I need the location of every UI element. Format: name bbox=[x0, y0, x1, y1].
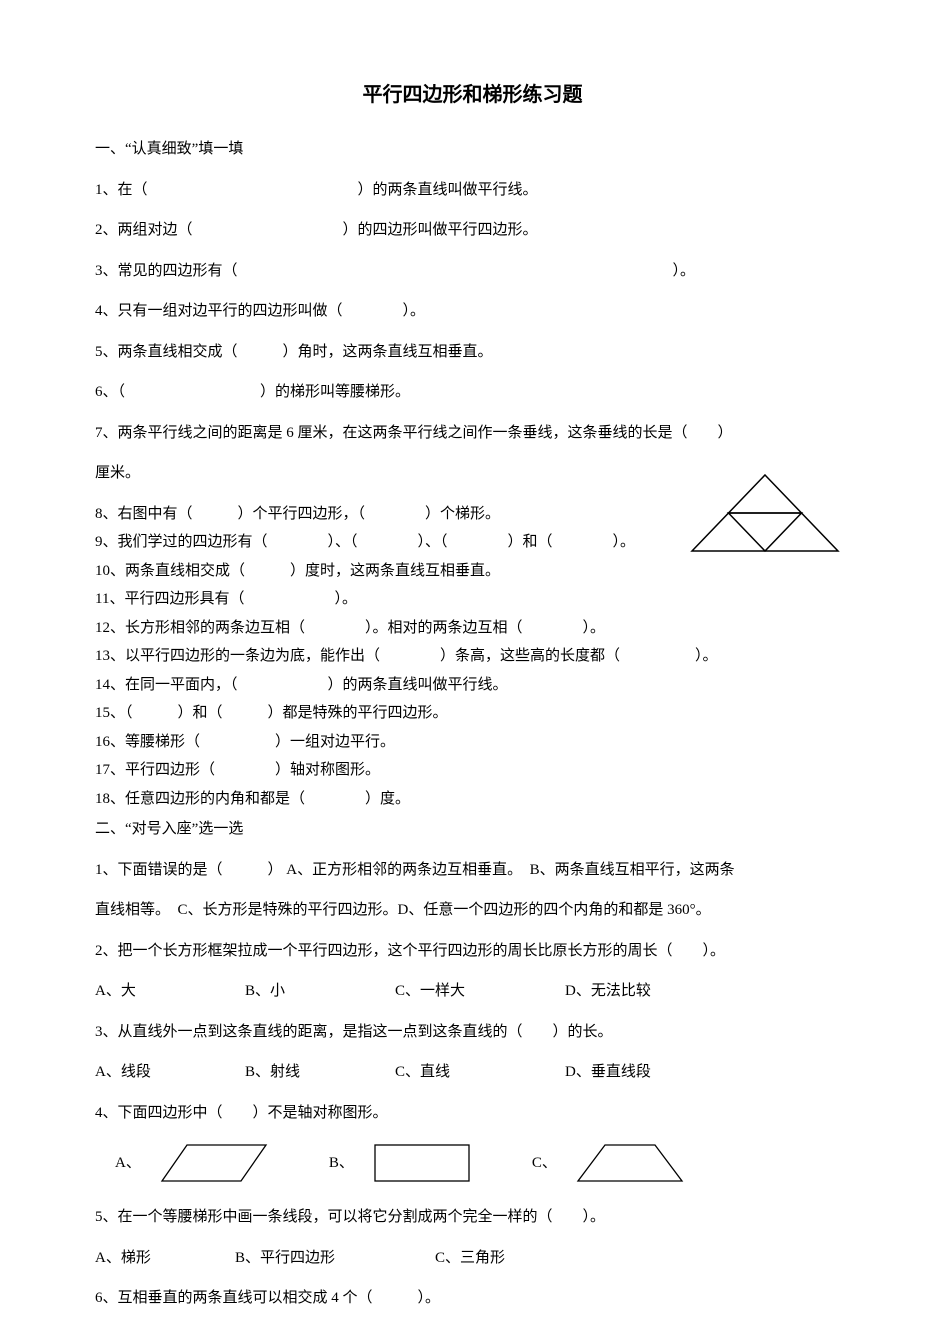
page-title: 平行四边形和梯形练习题 bbox=[95, 80, 850, 110]
s2-q4-label-a: A、 bbox=[115, 1152, 141, 1175]
section2-header: 二、“对号入座”选一选 bbox=[95, 818, 850, 841]
s1-q12: 12、长方形相邻的两条边互相（ ）。相对的两条边互相（ ）。 bbox=[95, 617, 850, 640]
s2-q2-opt-a: A、大 bbox=[95, 980, 245, 1003]
s2-q5-options: A、梯形 B、平行四边形 C、三角形 bbox=[95, 1247, 850, 1270]
s2-q6: 6、互相垂直的两条直线可以相交成 4 个（ ）。 bbox=[95, 1287, 850, 1310]
s1-q17: 17、平行四边形（ ）轴对称图形。 bbox=[95, 759, 850, 782]
parallelogram-shape bbox=[159, 1142, 269, 1184]
s1-q14: 14、在同一平面内，（ ）的两条直线叫做平行线。 bbox=[95, 674, 850, 697]
s2-q4-label-c: C、 bbox=[532, 1152, 557, 1175]
s1-q3: 3、常见的四边形有（ ）。 bbox=[95, 260, 850, 283]
s2-q5-opt-b: B、平行四边形 bbox=[235, 1247, 435, 1270]
s1-q6: 6、（ ）的梯形叫等腰梯形。 bbox=[95, 381, 850, 404]
s2-q4: 4、下面四边形中（ ）不是轴对称图形。 bbox=[95, 1102, 850, 1125]
s1-q13: 13、以平行四边形的一条边为底，能作出（ ）条高，这些高的长度都（ ）。 bbox=[95, 645, 850, 668]
rectangle-shape bbox=[372, 1142, 472, 1184]
s2-q3-opt-a: A、线段 bbox=[95, 1061, 245, 1084]
s1-q15: 15、（ ）和（ ）都是特殊的平行四边形。 bbox=[95, 702, 850, 725]
s1-q1: 1、在（ ）的两条直线叫做平行线。 bbox=[95, 179, 850, 202]
s1-q11: 11、平行四边形具有（ ）。 bbox=[95, 588, 850, 611]
s2-q2-opt-b: B、小 bbox=[245, 980, 395, 1003]
s2-q2: 2、把一个长方形框架拉成一个平行四边形，这个平行四边形的周长比原长方形的周长（ … bbox=[95, 940, 850, 963]
s2-q3-options: A、线段 B、射线 C、直线 D、垂直线段 bbox=[95, 1061, 850, 1084]
s2-q3: 3、从直线外一点到这条直线的距离，是指这一点到这条直线的（ ）的长。 bbox=[95, 1021, 850, 1044]
s2-q4-label-b: B、 bbox=[329, 1152, 354, 1175]
s2-q1b: 直线相等。 C、长方形是特殊的平行四边形。D、任意一个四边形的四个内角的和都是 … bbox=[95, 899, 850, 922]
s2-q3-opt-c: C、直线 bbox=[395, 1061, 565, 1084]
s2-q2-opt-d: D、无法比较 bbox=[565, 980, 651, 1003]
s2-q1a: 1、下面错误的是（ ） A、正方形相邻的两条边互相垂直。 B、两条直线互相平行，… bbox=[95, 859, 850, 882]
s1-q2: 2、两组对边（ ）的四边形叫做平行四边形。 bbox=[95, 219, 850, 242]
s2-q2-opt-c: C、一样大 bbox=[395, 980, 565, 1003]
s1-q7a: 7、两条平行线之间的距离是 6 厘米，在这两条平行线之间作一条垂线，这条垂线的长… bbox=[95, 422, 850, 445]
s1-q10: 10、两条直线相交成（ ）度时，这两条直线互相垂直。 bbox=[95, 560, 850, 583]
s2-q3-opt-b: B、射线 bbox=[245, 1061, 395, 1084]
s2-q4-shapes: A、 B、 C、 bbox=[95, 1142, 850, 1184]
s1-q18: 18、任意四边形的内角和都是（ ）度。 bbox=[95, 788, 850, 811]
s1-q16: 16、等腰梯形（ ）一组对边平行。 bbox=[95, 731, 850, 754]
s1-q4: 4、只有一组对边平行的四边形叫做（ ）。 bbox=[95, 300, 850, 323]
s2-q5: 5、在一个等腰梯形中画一条线段，可以将它分割成两个完全一样的（ ）。 bbox=[95, 1206, 850, 1229]
section1-header: 一、“认真细致”填一填 bbox=[95, 138, 850, 161]
triangle-figure bbox=[690, 473, 840, 553]
s2-q5-opt-c: C、三角形 bbox=[435, 1247, 505, 1270]
s2-q2-options: A、大 B、小 C、一样大 D、无法比较 bbox=[95, 980, 850, 1003]
s1-q5: 5、两条直线相交成（ ）角时，这两条直线互相垂直。 bbox=[95, 341, 850, 364]
s2-q5-opt-a: A、梯形 bbox=[95, 1247, 235, 1270]
s2-q3-opt-d: D、垂直线段 bbox=[565, 1061, 651, 1084]
trapezoid-shape bbox=[575, 1142, 685, 1184]
